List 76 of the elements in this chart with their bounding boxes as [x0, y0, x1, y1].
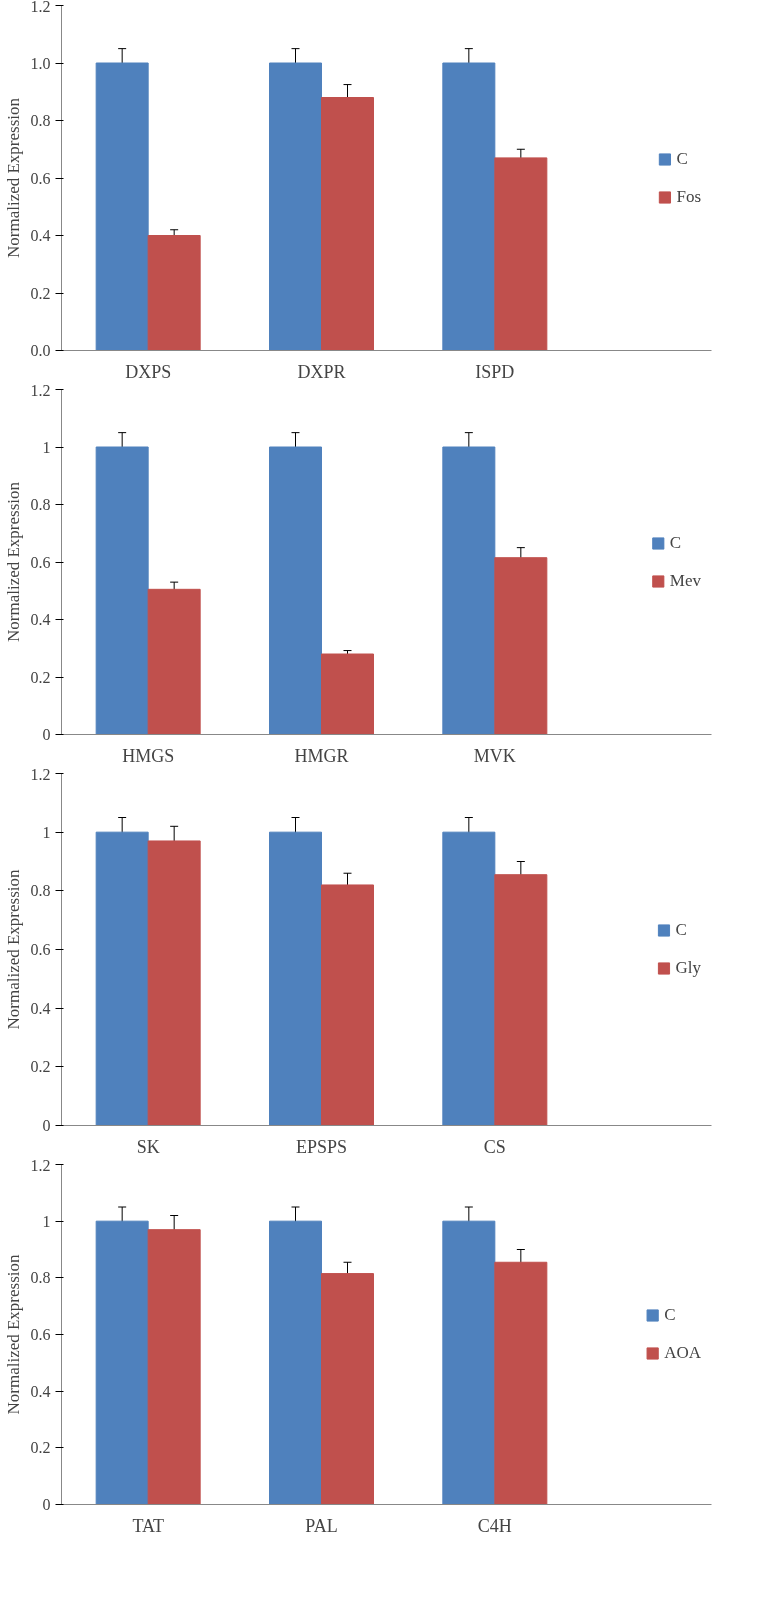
bar [442, 446, 496, 735]
x-tick-label: MVK [473, 745, 516, 766]
y-tick-label: 0.8 [30, 496, 51, 513]
y-tick-label: 1 [42, 1212, 51, 1230]
y-tick-label: 0.6 [30, 553, 51, 571]
y-tick-label: 0.0 [30, 342, 51, 359]
bar [269, 1220, 322, 1505]
legend-label: C [664, 1305, 677, 1325]
bar [147, 588, 201, 735]
y-tick-label: 0.4 [30, 611, 51, 628]
x-tick-label: ISPD [475, 361, 515, 382]
bar [442, 62, 496, 351]
y-tick-label: 1 [42, 823, 51, 841]
bar [321, 884, 374, 1126]
x-tick-label: SK [136, 1136, 160, 1157]
x-tick-label: PAL [305, 1515, 338, 1536]
y-tick-label: 0.8 [30, 882, 51, 900]
y-axis-title: Normalized Expression [3, 1253, 23, 1415]
bar [147, 1229, 201, 1505]
bar [494, 874, 548, 1126]
bar [269, 831, 322, 1126]
y-tick-label: 0.2 [30, 1439, 51, 1457]
y-tick-label: 0 [42, 1496, 51, 1513]
y-tick-label: 0 [42, 1117, 51, 1134]
y-tick-label: 0.6 [30, 1326, 51, 1343]
bar [147, 235, 201, 351]
x-tick-label: DXPR [297, 361, 346, 382]
x-tick-label: C4H [477, 1515, 512, 1536]
bar [442, 1220, 496, 1505]
y-axis-title: Normalized Expression [3, 868, 23, 1030]
y-tick-label: 1.2 [30, 0, 51, 15]
y-tick-label: 0.6 [30, 169, 51, 187]
legend-label: Mev [669, 570, 701, 591]
legend-label: Fos [676, 186, 701, 207]
y-tick-label: 0.8 [30, 112, 51, 129]
bar [147, 840, 201, 1126]
legend-label: C [676, 148, 689, 169]
bar [95, 446, 149, 735]
x-tick-label: HMGS [122, 745, 175, 766]
y-tick-label: 0.4 [30, 1382, 51, 1400]
y-tick-label: 0.2 [30, 1058, 51, 1076]
y-tick-label: 0.4 [30, 227, 51, 244]
bar [321, 653, 374, 735]
bar [494, 157, 548, 351]
x-tick-label: CS [483, 1136, 506, 1157]
legend-label: Gly [675, 958, 701, 978]
bar [321, 1273, 374, 1505]
x-tick-label: HMGR [294, 745, 349, 766]
bar [494, 1261, 548, 1505]
bar [95, 1220, 149, 1505]
y-tick-label: 0.2 [30, 668, 51, 686]
legend-label: C [675, 920, 688, 940]
y-tick-label: 0 [42, 726, 51, 743]
bar [269, 62, 322, 351]
legend-label: C [669, 532, 683, 553]
x-tick-label: DXPS [125, 361, 172, 382]
bar [269, 446, 322, 735]
y-tick-label: 1.2 [30, 765, 51, 783]
y-axis-title: Normalized Expression [3, 97, 23, 259]
legend-label: AOA [664, 1343, 701, 1363]
x-tick-label: TAT [132, 1515, 164, 1536]
y-tick-label: 0.6 [30, 941, 51, 958]
y-tick-label: 1.0 [30, 54, 51, 72]
bar [442, 831, 496, 1126]
y-tick-label: 1.2 [30, 381, 51, 399]
bar [95, 831, 149, 1126]
bar [95, 62, 149, 351]
x-tick-label: EPSPS [295, 1136, 348, 1157]
y-tick-label: 1.2 [30, 1156, 51, 1174]
y-axis-title: Normalized Expression [3, 481, 23, 643]
bar [494, 557, 548, 735]
y-tick-label: 1 [42, 438, 51, 456]
y-tick-label: 0.2 [30, 284, 51, 302]
y-tick-label: 0.4 [30, 999, 51, 1017]
bar [321, 97, 374, 351]
y-tick-label: 0.8 [30, 1269, 51, 1287]
